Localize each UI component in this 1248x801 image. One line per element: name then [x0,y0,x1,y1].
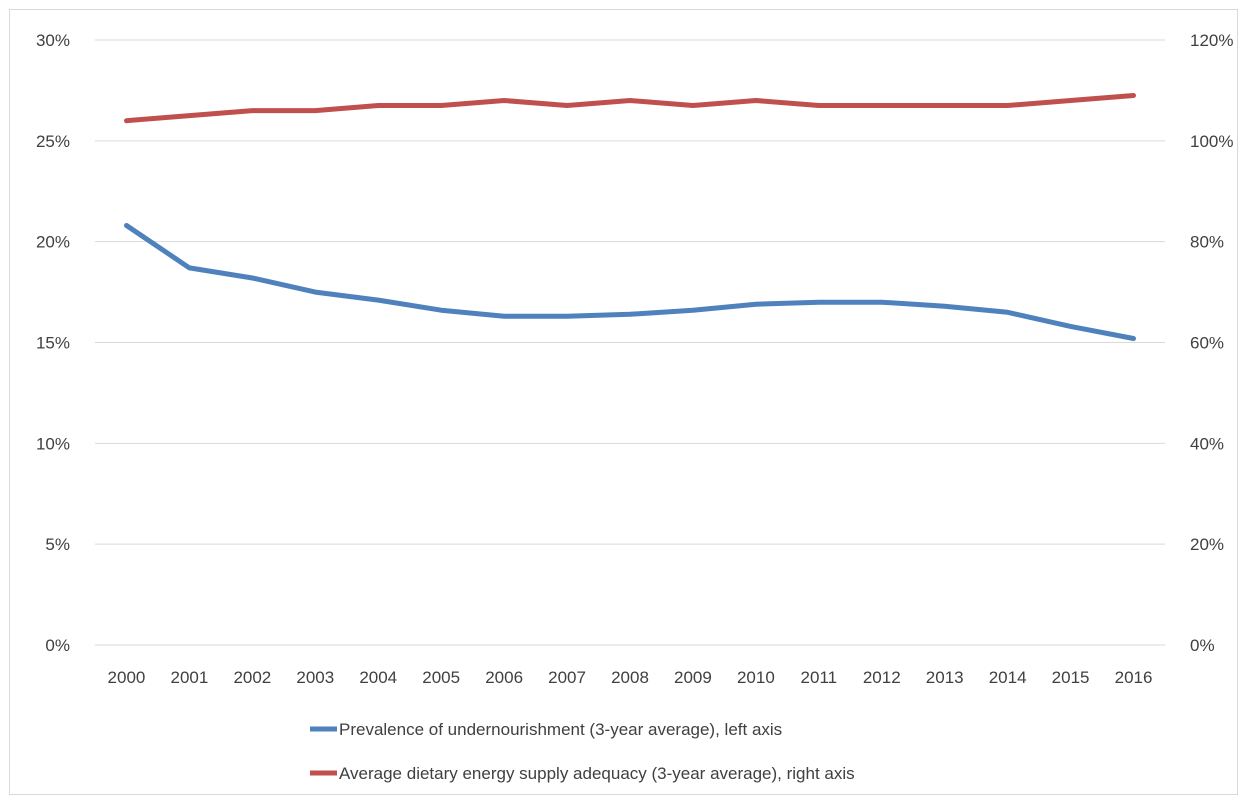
x-tick-label: 2009 [674,668,712,687]
right-tick-label: 80% [1190,233,1224,252]
gridlines [95,39,1165,646]
x-tick-label: 2007 [548,668,586,687]
x-tick-label: 2006 [485,668,523,687]
x-tick-label: 2004 [359,668,397,687]
series-lines [124,93,1136,341]
left-tick-label: 20% [36,233,70,252]
right-tick-label: 40% [1190,434,1224,453]
x-tick-label: 2000 [108,668,146,687]
legend: Prevalence of undernourishment (3-year a… [310,720,855,783]
right-axis: 0% 20% 40% 60% 80% 100% 120% [1190,31,1233,655]
x-tick-label: 2013 [926,668,964,687]
x-tick-label: 2005 [422,668,460,687]
x-axis: 2000 2001 2002 2003 2004 2005 2006 2007 2008 2009… [108,668,1153,687]
right-tick-label: 60% [1190,334,1224,353]
x-tick-label: 2010 [737,668,775,687]
right-tick-label: 120% [1190,31,1233,50]
left-axis: 0% 5% 10% 15% 20% 25% 30% [36,31,70,655]
legend-label-prevalence: Prevalence of undernourishment (3-year a… [339,720,782,739]
left-tick-label: 5% [45,535,70,554]
series-line-adequacy [124,93,1136,124]
x-tick-label: 2003 [296,668,334,687]
x-tick-label: 2015 [1052,668,1090,687]
x-tick-label: 2016 [1115,668,1153,687]
x-tick-label: 2012 [863,668,901,687]
left-tick-label: 10% [36,434,70,453]
left-tick-label: 30% [36,31,70,50]
left-tick-label: 25% [36,132,70,151]
legend-label-adequacy: Average dietary energy supply adequacy (… [339,764,855,783]
series-line-prevalence [124,223,1136,341]
x-tick-label: 2014 [989,668,1027,687]
x-tick-label: 2011 [801,668,838,687]
chart-frame [9,9,1238,795]
left-tick-label: 15% [36,334,70,353]
right-tick-label: 20% [1190,535,1224,554]
right-tick-label: 0% [1190,636,1215,655]
x-tick-label: 2001 [170,668,208,687]
left-tick-label: 0% [45,636,70,655]
right-tick-label: 100% [1190,132,1233,151]
x-tick-label: 2008 [611,668,649,687]
x-tick-label: 2002 [233,668,271,687]
